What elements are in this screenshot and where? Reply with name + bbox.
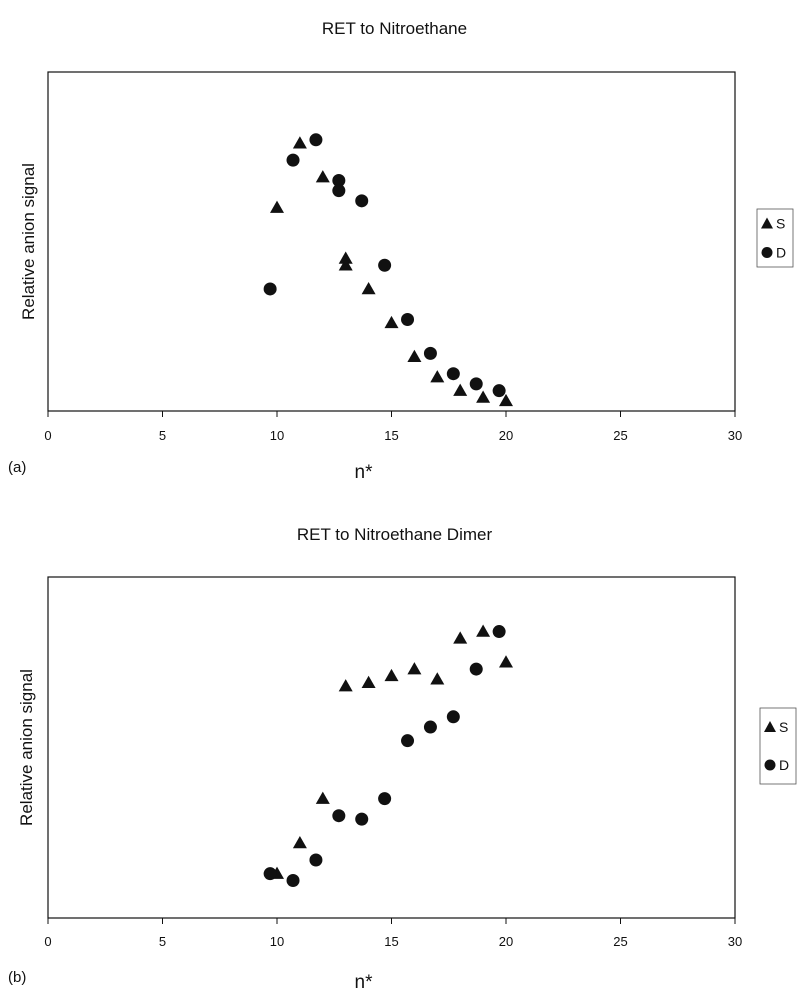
data-point-circle (446, 367, 460, 381)
data-point-circle (332, 184, 346, 198)
x-tick-label: 0 (44, 934, 51, 949)
data-point-triangle (292, 835, 307, 849)
y-axis-label: Relative anion signal (17, 669, 36, 826)
legend: SD (756, 208, 794, 268)
legend-marker-circle (761, 247, 773, 258)
data-point-triangle (315, 791, 330, 804)
data-point-triangle (361, 675, 376, 688)
x-tick-label: 25 (613, 934, 627, 949)
data-point-triangle (407, 349, 422, 363)
data-point-circle (309, 133, 323, 147)
data-point-circle (286, 873, 300, 887)
data-point-circle (492, 384, 506, 398)
data-point-circle (378, 258, 392, 272)
data-point-triangle (361, 281, 376, 295)
plot-area-frame (47, 576, 736, 919)
x-tick-label: 5 (159, 934, 166, 949)
series-D (263, 625, 506, 887)
x-tick-label: 30 (728, 428, 742, 443)
legend-box (759, 707, 797, 785)
data-point-circle (469, 662, 483, 676)
chart-panel-a: RET to Nitroethane 0 5 10 15 20 25 30 n* Relative… (8, 19, 794, 483)
data-point-circle (263, 282, 277, 296)
x-tick-label: 20 (499, 934, 513, 949)
data-point-circle (332, 173, 346, 187)
data-point-triangle (338, 679, 353, 692)
series-D (263, 133, 506, 398)
data-point-triangle (499, 393, 513, 407)
series-S (270, 136, 513, 407)
panel-label: (a) (8, 459, 26, 476)
legend-label-S: S (779, 719, 788, 735)
data-point-triangle (270, 200, 284, 213)
legend-label-D: D (779, 757, 789, 773)
data-point-circle (378, 792, 392, 806)
panel-label: (b) (8, 969, 26, 986)
x-tick-label: 20 (499, 428, 513, 443)
y-axis-label: Relative anion signal (19, 163, 38, 320)
x-tick-label: 10 (270, 934, 284, 949)
data-point-circle (469, 377, 483, 391)
x-axis-label: n* (355, 972, 374, 993)
legend-marker-triangle (761, 217, 773, 229)
data-point-circle (355, 194, 369, 208)
data-point-triangle (430, 370, 445, 383)
data-point-circle (423, 346, 437, 360)
data-point-triangle (292, 136, 307, 149)
legend: SD (759, 707, 797, 785)
data-point-triangle (338, 251, 353, 264)
data-point-circle (401, 734, 415, 748)
legend-marker-circle (764, 759, 776, 771)
chart-title: RET to Nitroethane (322, 19, 467, 38)
data-point-circle (355, 812, 369, 826)
x-tick-label: 30 (728, 934, 742, 949)
data-point-triangle (476, 624, 491, 637)
data-point-circle (332, 809, 346, 823)
legend-box (756, 208, 794, 268)
data-point-circle (286, 153, 300, 167)
x-tick-label: 15 (384, 428, 398, 443)
legend-label-D: D (776, 245, 786, 261)
data-point-circle (263, 867, 277, 881)
data-point-circle (423, 720, 437, 734)
x-tick-label: 15 (384, 934, 398, 949)
plot-area-frame (47, 71, 736, 412)
x-tick-label: 0 (44, 428, 51, 443)
data-point-circle (401, 312, 415, 326)
data-point-circle (492, 625, 506, 639)
legend-label-S: S (776, 216, 785, 232)
chart-panel-b: RET to Nitroethane Dimer 0 5 10 15 20 25 30 n* Re… (8, 525, 797, 993)
data-point-triangle (407, 662, 422, 675)
chart-title: RET to Nitroethane Dimer (297, 525, 493, 544)
data-point-triangle (430, 672, 445, 685)
legend-marker-triangle (764, 721, 776, 732)
data-point-triangle (384, 315, 399, 329)
x-axis-label: n* (355, 462, 374, 483)
data-point-triangle (453, 631, 468, 644)
data-point-triangle (499, 655, 513, 668)
data-point-circle (309, 853, 323, 867)
data-point-triangle (338, 258, 353, 271)
data-point-triangle (384, 668, 399, 682)
data-point-triangle (476, 390, 491, 403)
x-tick-label: 10 (270, 428, 284, 443)
x-tick-label: 5 (159, 428, 166, 443)
data-point-circle (446, 710, 460, 724)
x-tick-label: 25 (613, 428, 627, 443)
data-point-triangle (453, 383, 468, 396)
data-point-triangle (315, 170, 330, 183)
